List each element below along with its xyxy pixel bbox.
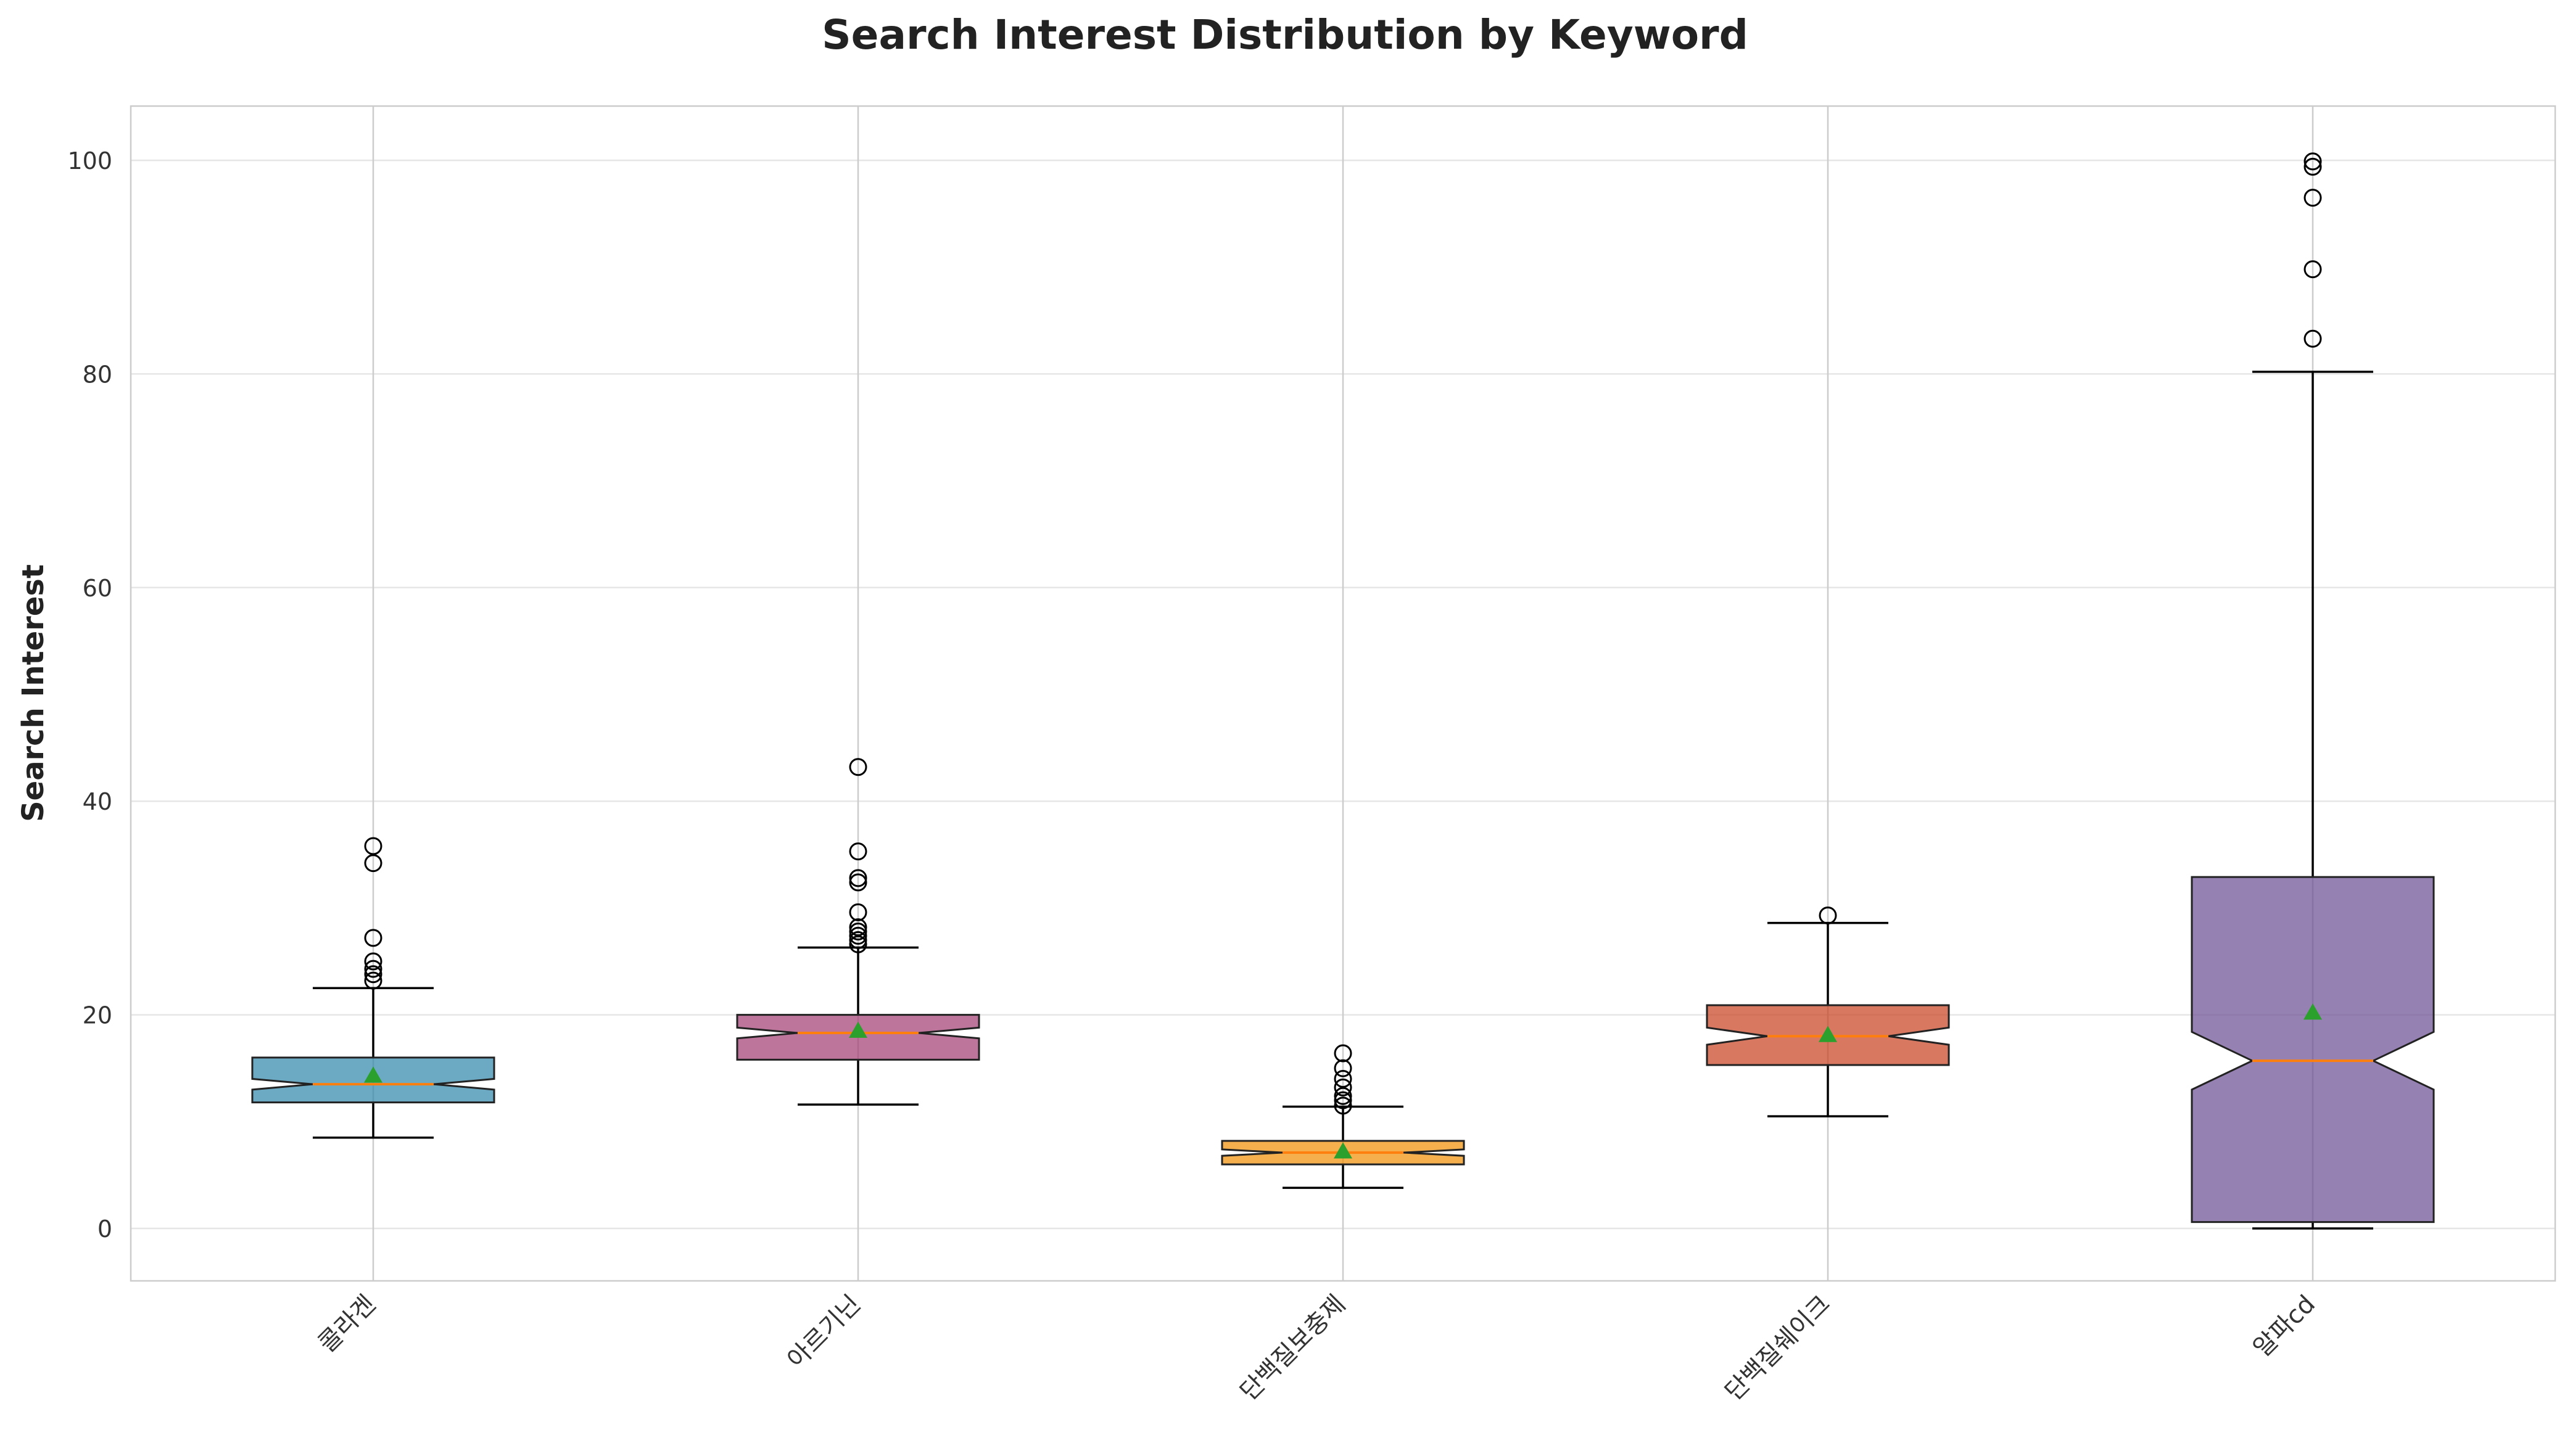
- box-1: [251, 837, 495, 1139]
- y-tick-label: 100: [67, 147, 112, 175]
- outlier-point: [849, 873, 867, 892]
- y-axis-label: Search Interest: [16, 564, 51, 822]
- mean-marker: [364, 1066, 382, 1083]
- x-tick-label: 콜라겐: [313, 1290, 381, 1359]
- outlier-point: [849, 758, 867, 776]
- x-tick-label: 단백질쉐이크: [1719, 1290, 1836, 1407]
- outlier-point: [2303, 157, 2322, 176]
- outlier-point: [364, 952, 382, 971]
- y-tick-label: 20: [83, 1002, 112, 1029]
- outlier-point: [1334, 1087, 1352, 1105]
- y-tick-label: 0: [97, 1215, 112, 1243]
- outlier-point: [364, 929, 382, 947]
- outlier-point: [1334, 1091, 1352, 1109]
- y-tick-label: 80: [83, 361, 112, 388]
- outlier-point: [364, 837, 382, 855]
- outlier-point: [849, 903, 867, 921]
- x-tick-label: 알파cd: [2248, 1290, 2321, 1363]
- outlier-point: [1334, 1096, 1352, 1115]
- outlier-point: [849, 931, 867, 949]
- outlier-point: [1819, 907, 1837, 925]
- x-tick-label: 아르기닌: [782, 1290, 866, 1375]
- outlier-point: [849, 926, 867, 945]
- mean-marker: [1819, 1026, 1837, 1042]
- box-5: [2191, 152, 2435, 1230]
- box-body: [2191, 876, 2435, 1224]
- outlier-point: [849, 918, 867, 937]
- box-2: [736, 758, 980, 1106]
- chart-title: Search Interest Distribution by Keyword: [822, 11, 1748, 59]
- outlier-point: [2303, 260, 2322, 279]
- plot-area-frame: [130, 105, 2556, 1282]
- outlier-point: [364, 971, 382, 990]
- outlier-point: [1334, 1078, 1352, 1096]
- outlier-point: [364, 960, 382, 978]
- box-4: [1706, 907, 1950, 1117]
- mean-marker: [849, 1021, 867, 1038]
- outlier-point: [849, 935, 867, 953]
- x-tick-label: 단백질보충제: [1234, 1290, 1351, 1407]
- outlier-point: [849, 842, 867, 861]
- outlier-point: [849, 923, 867, 941]
- boxes: [251, 152, 2435, 1230]
- outlier-point: [364, 854, 382, 873]
- outlier-point: [364, 965, 382, 984]
- y-tick-label: 40: [83, 788, 112, 815]
- axes: 0 20 40 60 80 100 콜라겐 아르기닌 단백질보충제 단백질쉐이크 알파cd: [67, 147, 2321, 1406]
- outlier-point: [1334, 1070, 1352, 1088]
- outlier-point: [2303, 189, 2322, 207]
- y-tick-label: 60: [83, 575, 112, 602]
- outlier-point: [1334, 1044, 1352, 1063]
- outlier-point: [849, 869, 867, 887]
- outlier-point: [2303, 152, 2322, 171]
- outlier-point: [2303, 329, 2322, 348]
- mean-marker: [1334, 1142, 1352, 1159]
- box-3: [1221, 1044, 1465, 1189]
- outlier-point: [1334, 1059, 1352, 1077]
- mean-marker: [2303, 1003, 2322, 1020]
